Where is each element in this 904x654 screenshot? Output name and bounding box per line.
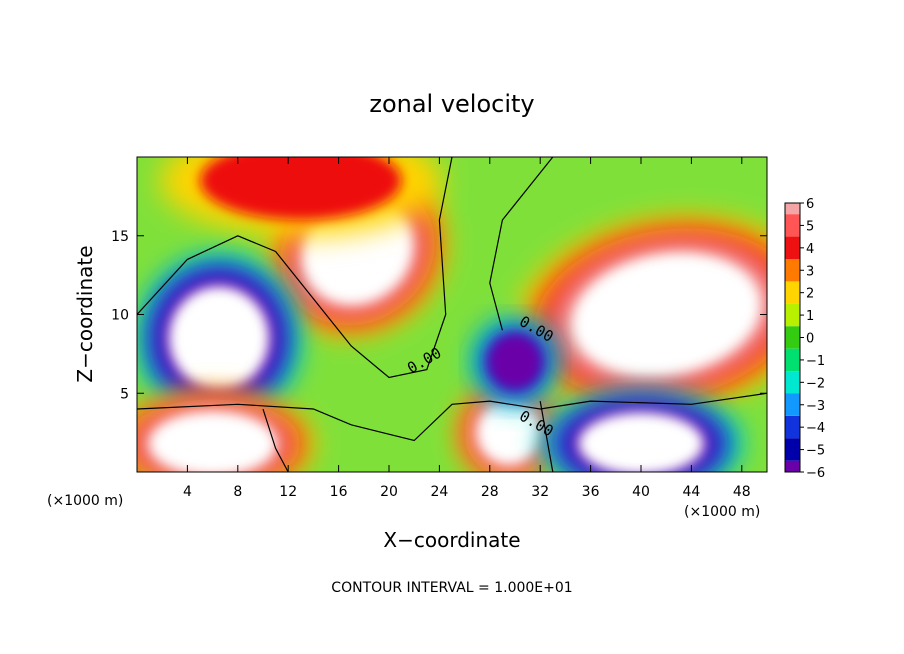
field-level: [572, 253, 760, 376]
colorbar-tick-label: 6: [806, 197, 814, 212]
field-layer: [137, 157, 767, 472]
x-tick-label: 4: [183, 484, 192, 500]
colorbar-tick-label: 5: [806, 219, 814, 234]
field-level: [578, 412, 704, 472]
zero-contour-line: [539, 400, 554, 472]
colorbar-swatch: [785, 203, 800, 215]
field-region: [137, 393, 314, 472]
colorbar-tick-label: −3: [806, 399, 825, 414]
colorbar-tick-label: −2: [806, 376, 825, 391]
colorbar-swatch: [785, 348, 800, 372]
field-region: [137, 254, 300, 422]
y-tick-label: 15: [111, 229, 129, 245]
zero-contour-line: [262, 408, 289, 472]
field-region: [458, 382, 560, 472]
colorbar-swatch: [785, 416, 800, 439]
zero-contour-line: [137, 157, 453, 379]
x-unit-right: (×1000 m): [684, 504, 760, 520]
colorbar-tick-label: 1: [806, 309, 814, 324]
x-tick-label: 40: [632, 484, 650, 500]
field-region: [539, 393, 743, 472]
colorbar-tick-label: 2: [806, 287, 814, 302]
colorbar-swatch: [785, 460, 800, 472]
colorbar-swatch: [785, 236, 800, 259]
colorbar-tick-label: −4: [806, 421, 825, 436]
colorbar-tick-label: −1: [806, 354, 825, 369]
plot-area: 0.000.000.00: [137, 157, 767, 472]
x-tick-label: 20: [380, 484, 398, 500]
y-axis: 5 10 15: [111, 229, 767, 402]
field-level: [149, 412, 276, 472]
field-level: [487, 333, 543, 391]
y-tick-label: 5: [120, 386, 129, 402]
colorbar-tick-label: 4: [806, 242, 814, 257]
colorbar-swatch: [785, 214, 800, 237]
x-axis: 4 8 12 16 20 24 28 32 36 40 44 48: [183, 157, 751, 500]
x-tick-label: 24: [430, 484, 448, 500]
chart-title: zonal velocity: [369, 90, 534, 118]
x-tick-label: 44: [682, 484, 700, 500]
colorbar-swatch: [785, 259, 800, 282]
x-tick-label: 8: [233, 484, 242, 500]
x-tick-label: 12: [279, 484, 297, 500]
x-tick-label: 32: [531, 484, 549, 500]
zero-contour-line: [137, 392, 767, 442]
colorbar-swatch: [785, 303, 800, 327]
colorbar-swatch: [785, 438, 800, 461]
x-tick-label: 16: [330, 484, 348, 500]
x-axis-label: X−coordinate: [383, 528, 520, 552]
x-tick-label: 48: [733, 484, 751, 500]
field-level: [477, 401, 541, 465]
colorbar-tick-label: −6: [806, 466, 825, 481]
colorbar-tick-label: −5: [806, 444, 825, 459]
colorbar-tick-label: 0: [806, 332, 814, 347]
colorbar-swatch: [785, 326, 800, 349]
colorbar-swatch: [785, 281, 800, 304]
x-tick-label: 28: [481, 484, 499, 500]
field-region: [472, 318, 558, 406]
colorbar-tick-label: 3: [806, 264, 814, 279]
colorbar-swatch: [785, 371, 800, 394]
y-tick-label: 10: [111, 308, 129, 324]
field-region: [159, 157, 443, 236]
x-unit-left: (×1000 m): [47, 493, 123, 509]
field-level: [200, 157, 402, 221]
x-tick-label: 36: [582, 484, 600, 500]
field-level: [168, 286, 270, 391]
colorbar-swatch: [785, 393, 800, 416]
colorbar: 6 5 4 3 2 1 0 −1 −2 −3 −4 −5 −6: [784, 197, 825, 481]
contour-interval-footer: CONTOUR INTERVAL = 1.000E+01: [331, 580, 572, 596]
y-axis-label: Z−coordinate: [73, 245, 97, 382]
field-region: [515, 216, 767, 413]
zero-contour-line: [489, 157, 554, 331]
